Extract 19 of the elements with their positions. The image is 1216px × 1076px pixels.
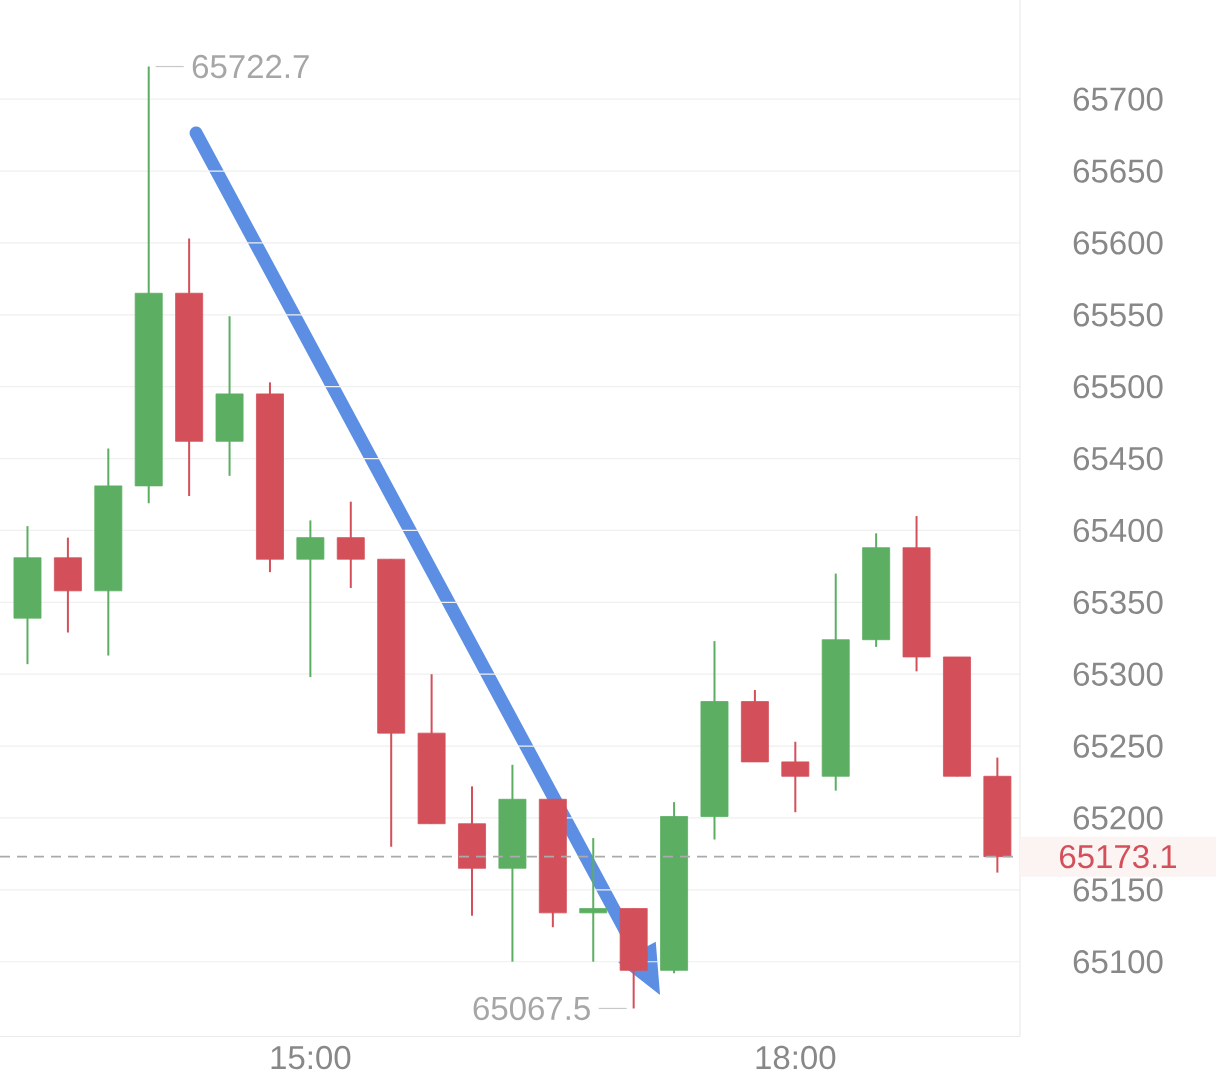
y-tick-label: 65650	[1073, 159, 1163, 183]
y-tick-label: 65200	[1073, 806, 1163, 830]
y-tick-label: 65350	[1073, 590, 1163, 614]
y-tick-label: 65150	[1073, 878, 1163, 902]
candlestick	[579, 837, 608, 963]
y-tick-label: 65700	[1073, 87, 1163, 111]
annotation: 65067.5	[473, 996, 590, 1021]
y-tick-label: 65250	[1073, 734, 1163, 758]
ref-line-label: 65173.1	[1060, 844, 1177, 869]
y-tick-label: 65550	[1073, 303, 1163, 327]
y-tick-label: 65100	[1073, 950, 1163, 974]
x-tick-label: 15:00	[271, 1045, 351, 1070]
y-tick-label: 65400	[1073, 518, 1163, 543]
y-tick-label: 65450	[1073, 446, 1163, 471]
y-tick-label: 65300	[1073, 662, 1163, 686]
y-tick-label: 65600	[1073, 231, 1163, 255]
y-tick-label: 65500	[1073, 375, 1163, 399]
x-tick-label: 18:00	[756, 1045, 836, 1070]
annotation: 65722.7	[192, 54, 309, 79]
